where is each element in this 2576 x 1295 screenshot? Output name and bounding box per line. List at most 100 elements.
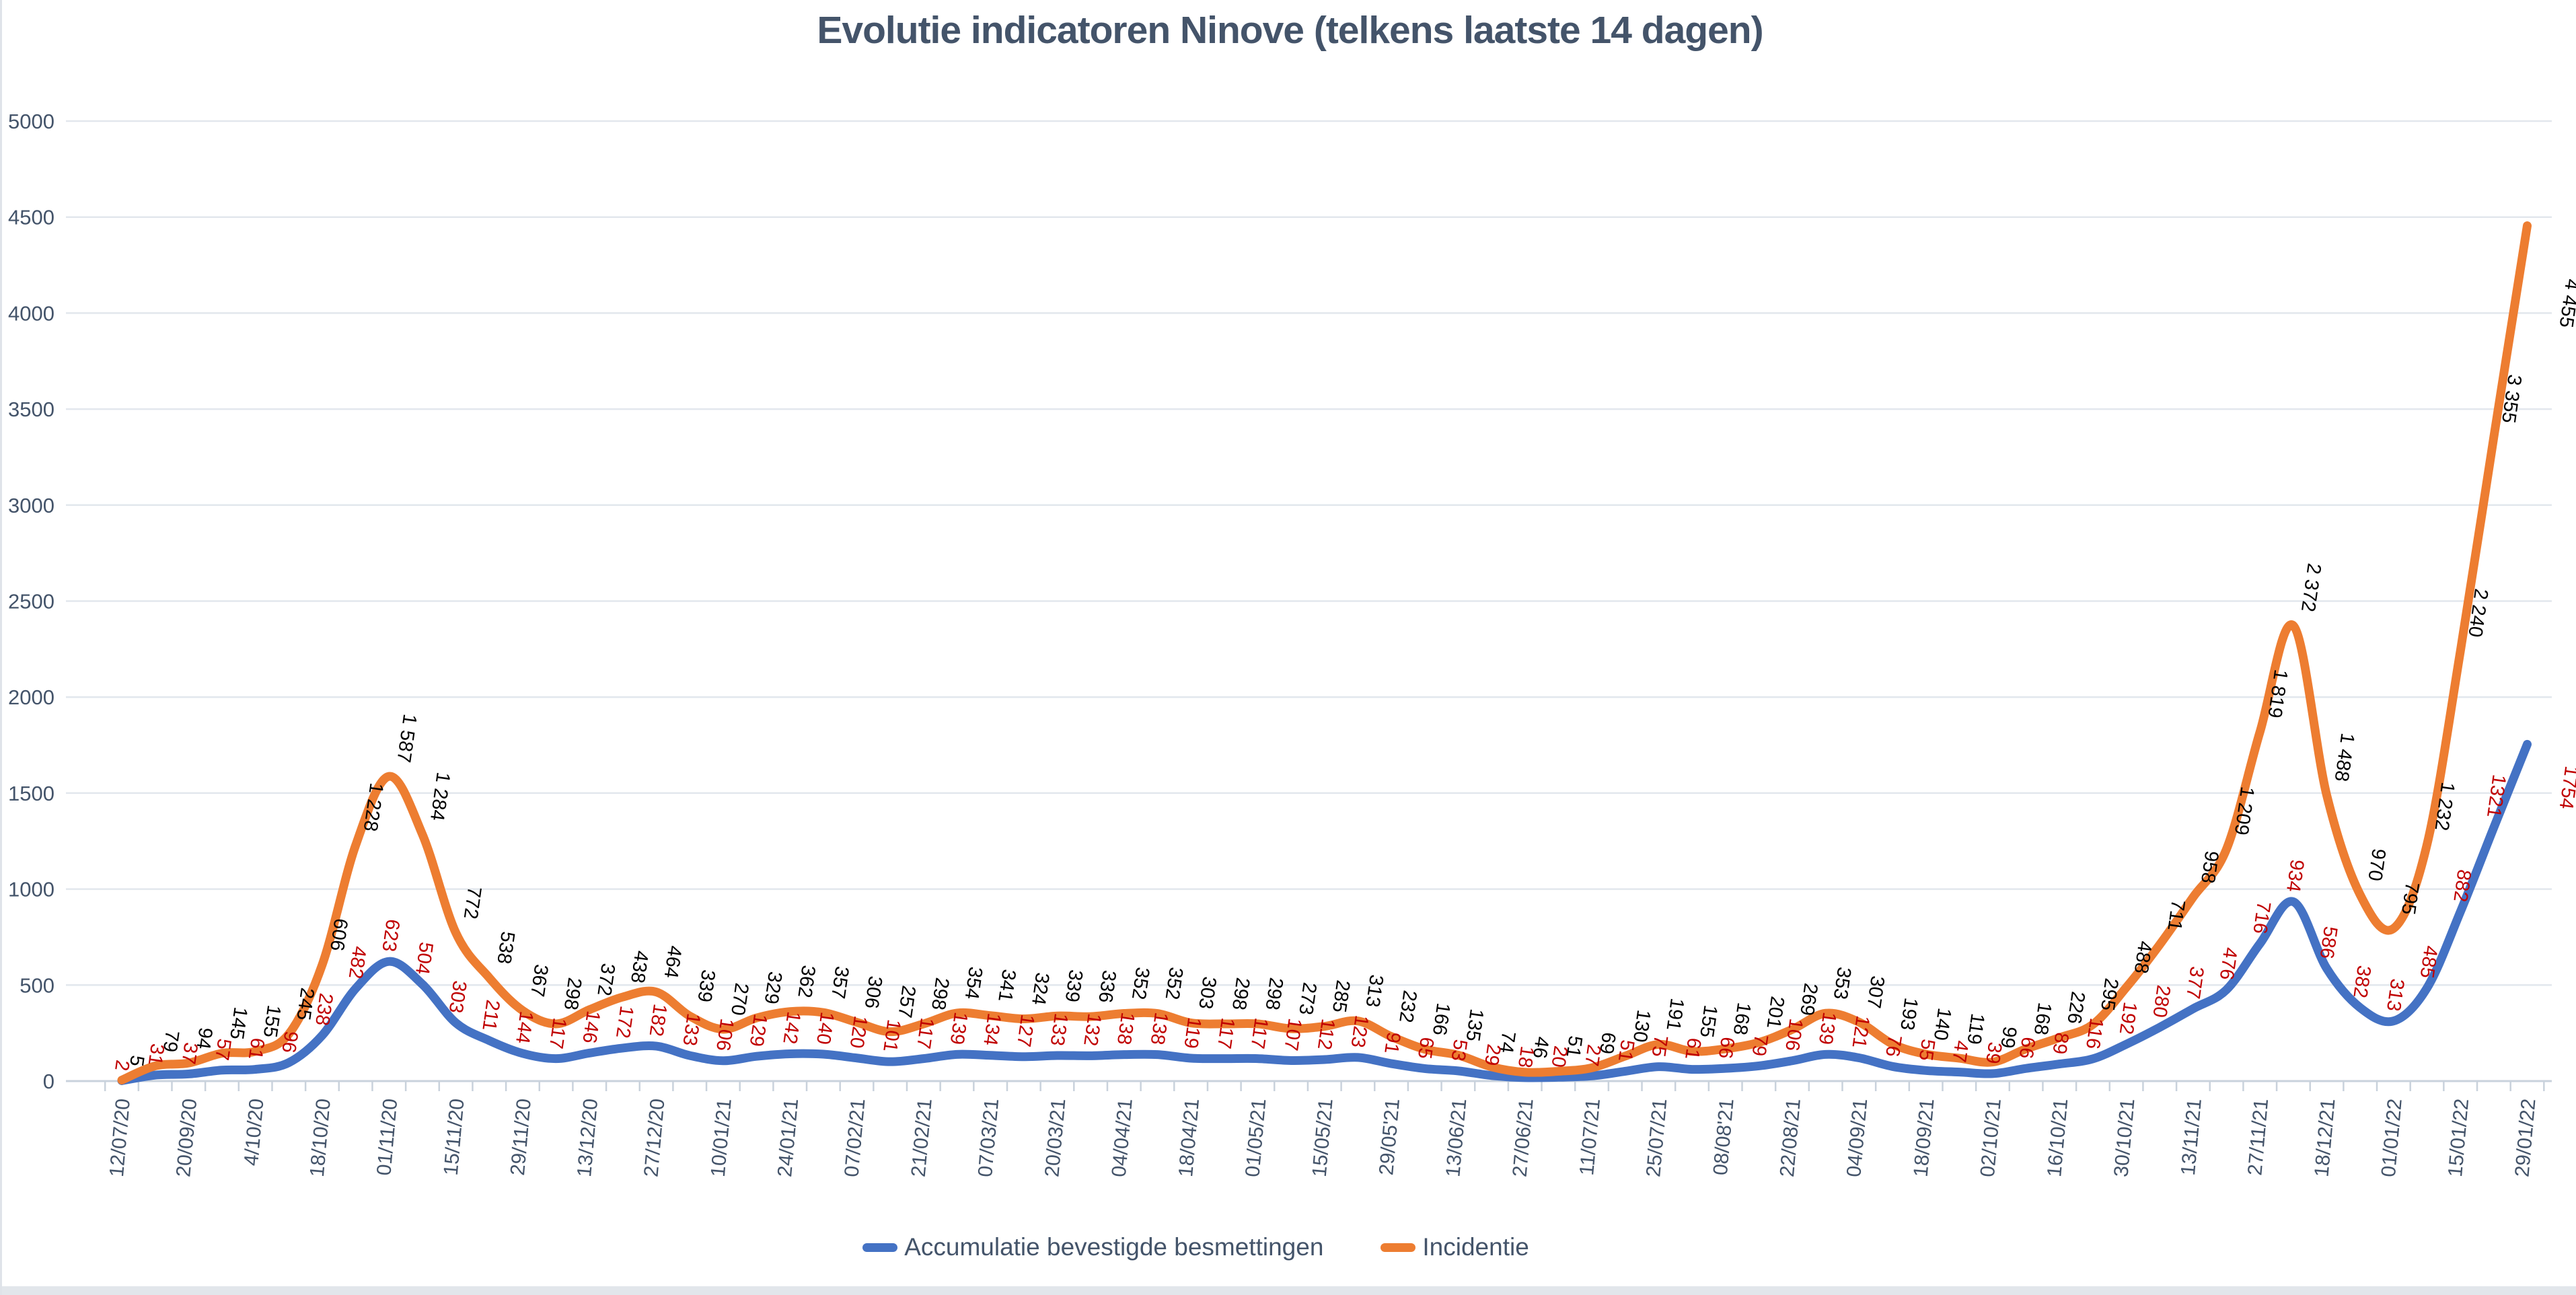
- data-label: 155: [259, 1004, 285, 1039]
- y-axis-tick-label: 0: [43, 1070, 54, 1093]
- x-axis-tick-label: 20/03/21: [1041, 1098, 1070, 1178]
- x-axis-tick-label: 04/04/21: [1108, 1098, 1137, 1178]
- data-label: 119: [1179, 1016, 1205, 1049]
- data-labels-accumulatie: 2 31 37 57 61 96 238 482 623 504 303 211 144 117 146 17…: [110, 765, 2576, 1072]
- data-label: 5: [125, 1054, 148, 1068]
- data-label: 298: [1261, 976, 1287, 1011]
- data-label: 117: [1213, 1016, 1239, 1050]
- data-label: 352: [1128, 966, 1153, 1001]
- x-axis-tick-label: 18/10/20: [306, 1098, 335, 1178]
- x-axis: [66, 1080, 2552, 1091]
- data-label: 117: [912, 1016, 938, 1050]
- data-label: 145: [225, 1006, 251, 1041]
- data-label: 352: [1161, 966, 1187, 1001]
- legend-item-accumulatie: Accumulatie bevestigde besmettingen: [862, 1233, 1323, 1261]
- data-label: 139: [1814, 1010, 1840, 1045]
- data-label: 123: [1346, 1014, 1372, 1049]
- x-axis-tick-label: 01/05/21: [1241, 1098, 1270, 1178]
- y-axis-tick-label: 5000: [8, 110, 54, 133]
- data-label: 121: [1847, 1014, 1873, 1049]
- series-line-accumulatie: [117, 739, 2532, 1085]
- data-label: 66: [1714, 1035, 1738, 1060]
- data-label: 117: [1247, 1016, 1272, 1050]
- data-label: 138: [1146, 1011, 1172, 1046]
- data-label: 438: [626, 949, 652, 984]
- x-axis-tick-label: 02/10/21: [1977, 1098, 2005, 1178]
- data-label: 133: [1046, 1012, 1072, 1047]
- series-line-incidentie: [117, 221, 2532, 1085]
- data-label: 76: [1881, 1033, 1905, 1058]
- data-label: 134: [979, 1012, 1004, 1047]
- data-label: 257: [893, 984, 919, 1019]
- data-label: 51: [1614, 1039, 1638, 1063]
- data-label: 464: [660, 945, 686, 979]
- data-label: 146: [578, 1009, 603, 1044]
- data-label: 269: [1796, 982, 1821, 1016]
- data-label: 107: [1280, 1017, 1305, 1052]
- x-axis-tick-label: 25/07/21: [1642, 1098, 1671, 1178]
- data-label: 129: [745, 1012, 771, 1047]
- x-axis-tick-label: 22/08/21: [1776, 1098, 1805, 1178]
- data-label: 119: [1962, 1012, 1988, 1045]
- data-label: 313: [2382, 977, 2408, 1012]
- data-label: 138: [1113, 1011, 1138, 1046]
- data-label: 94: [192, 1026, 216, 1050]
- data-label: 303: [1194, 975, 1220, 1010]
- data-label: 120: [846, 1014, 871, 1049]
- data-label: 135: [1461, 1008, 1487, 1043]
- data-label: 191: [1662, 997, 1687, 1032]
- data-label: 127: [1013, 1013, 1038, 1048]
- x-axis-tick-label: 24/01/21: [774, 1098, 803, 1178]
- x-axis-tick-label: 21/02/21: [908, 1098, 936, 1178]
- data-label: 1321: [2482, 773, 2510, 819]
- data-label: 18: [1514, 1045, 1538, 1069]
- x-axis-tick-label: 10/01/21: [707, 1098, 736, 1178]
- x-axis-tick-label: 4/10/20: [240, 1098, 268, 1167]
- y-axis-tick-label: 4000: [8, 301, 54, 325]
- data-label: 476: [2215, 946, 2241, 981]
- x-axis-tick-label: 15/05/21: [1309, 1098, 1337, 1178]
- legend-marker-accumulatie-icon: [862, 1243, 898, 1252]
- data-label: 882: [2449, 868, 2474, 903]
- x-axis-tick-label: 18/04/21: [1175, 1098, 1204, 1178]
- data-label: 273: [1294, 981, 1320, 1016]
- data-label: 96: [277, 1030, 301, 1054]
- data-label: 172: [612, 1004, 637, 1039]
- data-label: 2: [110, 1058, 133, 1072]
- data-label: 65: [1413, 1036, 1438, 1060]
- data-label: 1 488: [2330, 731, 2359, 782]
- y-axis-labels: 0 500 1000 1500 2000 2500 3000 3500 4000 4500 5000: [8, 110, 54, 1093]
- x-axis-tick-label: 04/09/21: [1843, 1098, 1872, 1178]
- data-label: 280: [2148, 984, 2174, 1019]
- data-label: 1 284: [426, 771, 454, 822]
- window-bottom-edge: [2, 1286, 2576, 1295]
- data-label: 367: [526, 963, 552, 998]
- data-label: 1754: [2555, 765, 2576, 811]
- y-axis-tick-label: 500: [20, 973, 54, 997]
- data-label: 106: [712, 1017, 737, 1052]
- data-label: 362: [793, 964, 819, 999]
- data-label: 116: [2082, 1016, 2107, 1050]
- data-label: 192: [2115, 1000, 2141, 1035]
- data-label: 39: [1981, 1041, 2005, 1065]
- data-label: 61: [244, 1037, 268, 1061]
- data-label: 586: [2316, 925, 2341, 960]
- x-axis-tick-label: 16/10/21: [2043, 1098, 2072, 1178]
- data-label: 538: [492, 930, 518, 965]
- x-axis-tick-label: 30/10/21: [2110, 1098, 2139, 1178]
- data-label: 79: [1747, 1033, 1771, 1058]
- data-label: 46: [1529, 1035, 1553, 1060]
- x-axis-tick-label: 07/03/21: [974, 1098, 1003, 1178]
- x-axis-tick-label: 08/08'21: [1709, 1098, 1738, 1177]
- x-axis-tick-label: 20/09/20: [172, 1098, 201, 1178]
- data-label: 193: [1896, 996, 1921, 1031]
- data-label: 132: [1079, 1012, 1105, 1047]
- data-label: 336: [1094, 969, 1119, 1004]
- data-label: 117: [545, 1016, 571, 1050]
- data-label: 66: [2015, 1035, 2039, 1060]
- data-label: 482: [344, 945, 370, 980]
- x-axis-tick-label: 15/01/22: [2444, 1098, 2473, 1178]
- data-label: 958: [2197, 850, 2222, 885]
